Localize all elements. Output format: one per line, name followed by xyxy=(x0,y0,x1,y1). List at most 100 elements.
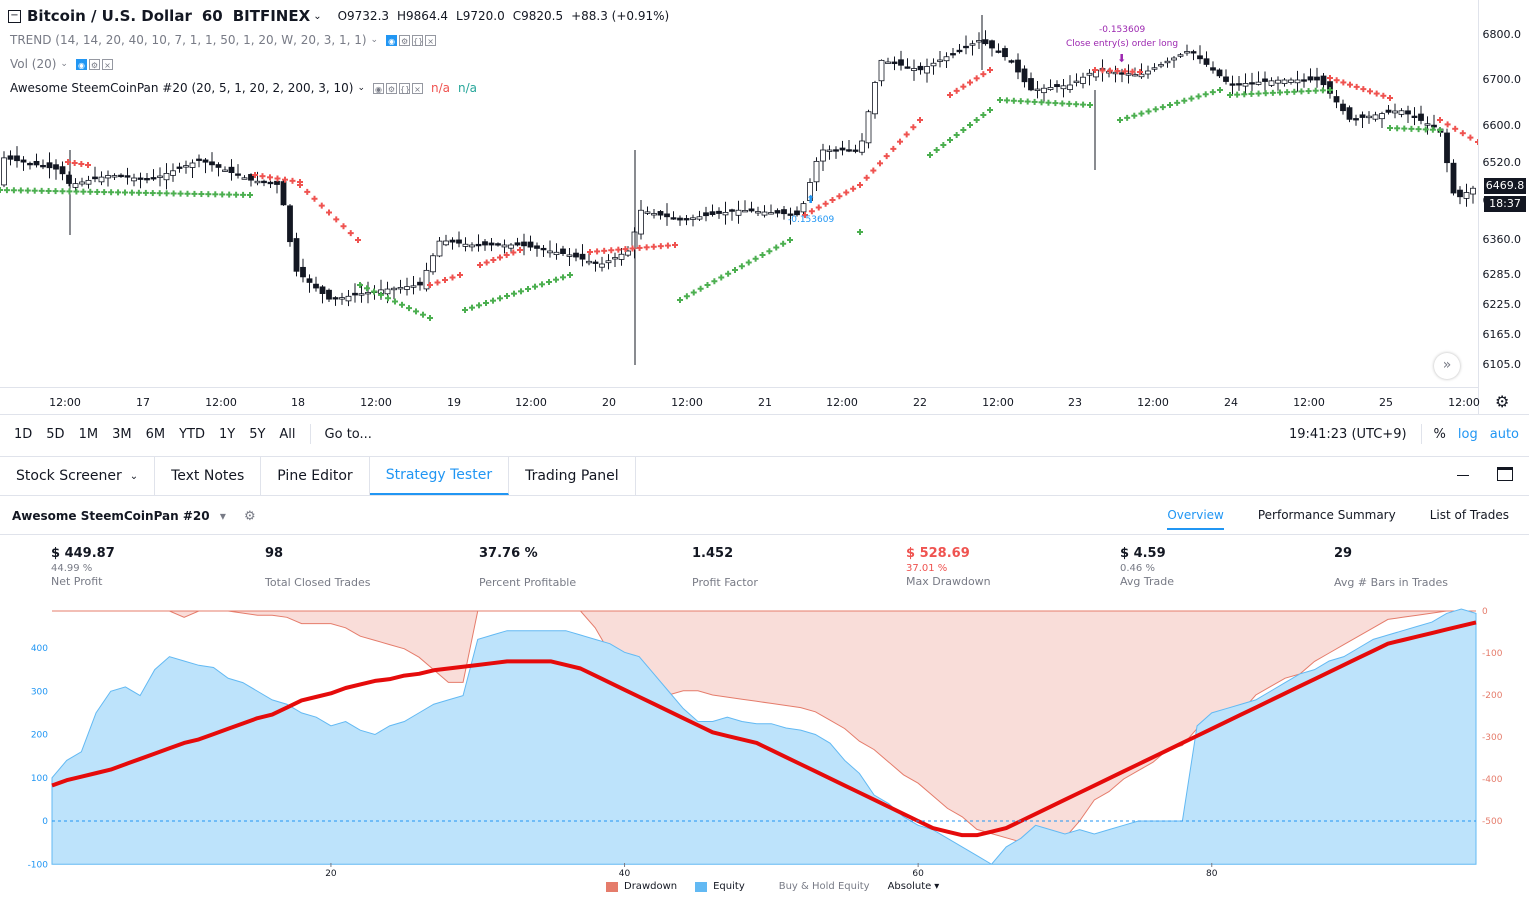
trend-marker xyxy=(1209,89,1216,96)
symbol-name[interactable]: Bitcoin / U.S. Dollar xyxy=(27,7,192,25)
indicator-vol[interactable]: Vol (20) ⌄ ◉ ⚙ × xyxy=(10,55,113,73)
candle xyxy=(105,170,111,187)
trend-marker xyxy=(1459,130,1466,137)
indicator-trend[interactable]: TREND (14, 14, 20, 40, 10, 7, 1, 1, 50, … xyxy=(10,31,437,49)
caret-down-icon[interactable]: ▾ xyxy=(219,509,226,523)
gear-icon[interactable]: ⚙ xyxy=(1495,392,1510,411)
interval-label[interactable]: 60 xyxy=(201,7,223,25)
goto-button[interactable]: Go to... xyxy=(324,426,372,442)
eye-icon[interactable]: ◉ xyxy=(386,34,398,46)
collapse-icon[interactable]: − xyxy=(8,9,21,23)
candle xyxy=(423,262,430,292)
trend-marker xyxy=(683,293,690,300)
tab-label[interactable]: Text Notes xyxy=(171,468,245,484)
stat-total-closed-trades: 98 Total Closed Trades xyxy=(265,546,370,589)
candle xyxy=(872,80,878,119)
view-list-of-trades[interactable]: List of Trades xyxy=(1429,508,1509,522)
caret-down-icon[interactable]: ▾ xyxy=(934,881,940,892)
chevron-down-icon[interactable]: ⌄ xyxy=(313,10,322,22)
stat-value: 29 xyxy=(1334,546,1353,561)
tab-stock-screener[interactable]: Stock Screener ⌄ xyxy=(0,457,156,495)
gear-icon[interactable]: ⚙ xyxy=(244,509,256,524)
source-code-icon[interactable]: {} xyxy=(399,82,411,94)
range-1y[interactable]: 1Y xyxy=(218,426,236,442)
tab-label[interactable]: Pine Editor xyxy=(277,468,353,484)
trend-marker xyxy=(546,279,552,285)
gear-icon[interactable]: ⚙ xyxy=(399,34,411,46)
exchange-label[interactable]: BITFINEX xyxy=(232,7,311,25)
range-5y[interactable]: 5Y xyxy=(249,426,266,442)
stat-percent xyxy=(265,563,370,575)
tab-trading-panel[interactable]: Trading Panel xyxy=(509,457,636,495)
source-code-icon[interactable]: {} xyxy=(412,34,424,46)
candle xyxy=(592,259,599,272)
candle xyxy=(14,146,20,168)
stat-percent: 37.01 % xyxy=(906,563,948,574)
tab-pine-editor[interactable]: Pine Editor xyxy=(261,457,370,495)
tab-label[interactable]: Strategy Tester xyxy=(385,467,493,483)
gear-icon[interactable]: ⚙ xyxy=(88,58,100,70)
range-all[interactable]: All xyxy=(279,426,296,442)
candle xyxy=(1067,75,1073,93)
trend-marker xyxy=(1353,83,1360,90)
equity-left-tick: -100 xyxy=(28,860,49,870)
clock-label[interactable]: 19:41:23 (UTC+9) xyxy=(1288,426,1407,442)
trend-marker xyxy=(406,305,412,312)
candle xyxy=(1203,51,1210,67)
close-icon[interactable]: × xyxy=(412,82,424,94)
tab-label[interactable]: Trading Panel xyxy=(525,468,619,484)
range-1m[interactable]: 1M xyxy=(78,426,99,442)
range-1d[interactable]: 1D xyxy=(14,426,33,442)
trend-marker xyxy=(101,189,108,196)
legend-equity[interactable]: Equity xyxy=(713,881,745,892)
auto-scale-button[interactable]: auto xyxy=(1489,426,1519,442)
chevron-down-icon[interactable]: ⌄ xyxy=(370,35,379,45)
percent-scale-button[interactable]: % xyxy=(1433,426,1446,442)
trend-marker xyxy=(1269,89,1276,96)
legend-buyhold[interactable]: Buy & Hold Equity xyxy=(778,881,870,892)
trend-marker xyxy=(677,297,683,303)
trend-marker xyxy=(1312,87,1319,94)
eye-icon[interactable]: ◉ xyxy=(373,82,385,94)
candle xyxy=(1229,75,1236,95)
trend-marker xyxy=(247,192,253,198)
close-icon[interactable]: × xyxy=(425,34,437,46)
tab-label[interactable]: Stock Screener xyxy=(16,468,122,484)
equity-chart[interactable]: 400 300 200 100 0 -100 0 -100 -200 -300 -400 -500 20… xyxy=(0,600,1529,880)
trend-marker xyxy=(1227,92,1233,98)
price-chart[interactable] xyxy=(0,0,1478,387)
view-performance-summary[interactable]: Performance Summary xyxy=(1257,508,1396,522)
minimize-icon[interactable] xyxy=(1457,475,1469,476)
range-3m[interactable]: 3M xyxy=(112,426,132,442)
view-overview[interactable]: Overview xyxy=(1167,508,1224,530)
maximize-icon[interactable] xyxy=(1497,467,1513,481)
price-tick-label: 6700.0 xyxy=(1482,73,1522,86)
strategy-name[interactable]: Awesome SteemCoinPan #20 xyxy=(12,509,210,523)
range-6m[interactable]: 6M xyxy=(145,426,166,442)
range-ytd[interactable]: YTD xyxy=(179,426,205,442)
gear-icon[interactable]: ⚙ xyxy=(386,82,398,94)
strategy-selector[interactable]: Awesome SteemCoinPan #20 ▾ ⚙ xyxy=(12,509,256,524)
indicator-label[interactable]: TREND (14, 14, 20, 40, 10, 7, 1, 1, 50, … xyxy=(10,33,367,47)
trend-marker xyxy=(622,246,629,253)
close-icon[interactable]: × xyxy=(101,58,113,70)
log-scale-button[interactable]: log xyxy=(1457,426,1478,442)
range-5d[interactable]: 5D xyxy=(46,426,65,442)
chevron-down-icon[interactable]: ⌄ xyxy=(60,59,68,69)
candle xyxy=(33,153,40,168)
legend-drawdown[interactable]: Drawdown xyxy=(624,881,678,892)
trend-marker xyxy=(108,189,115,196)
legend-mode[interactable]: Absolute xyxy=(887,881,932,892)
scroll-right-icon[interactable]: » xyxy=(1434,353,1460,379)
indicator-strategy[interactable]: Awesome SteemCoinPan #20 (20, 5, 1, 20, … xyxy=(10,79,477,97)
time-axis[interactable]: 12:00 17 12:00 18 12:00 19 12:00 20 12:00 21 12:00… xyxy=(0,388,1480,414)
chevron-down-icon[interactable]: ⌄ xyxy=(357,83,366,93)
tab-strategy-tester[interactable]: Strategy Tester xyxy=(369,457,510,495)
chevron-down-icon[interactable]: ⌄ xyxy=(129,470,139,482)
indicator-label[interactable]: Awesome SteemCoinPan #20 (20, 5, 1, 20, … xyxy=(10,81,354,95)
indicator-label[interactable]: Vol (20) xyxy=(10,57,57,71)
tab-text-notes[interactable]: Text Notes xyxy=(155,457,262,495)
candle xyxy=(1431,114,1437,130)
stat-avg-bars: 29 Avg # Bars in Trades xyxy=(1334,546,1448,589)
eye-icon[interactable]: ◉ xyxy=(75,58,87,70)
